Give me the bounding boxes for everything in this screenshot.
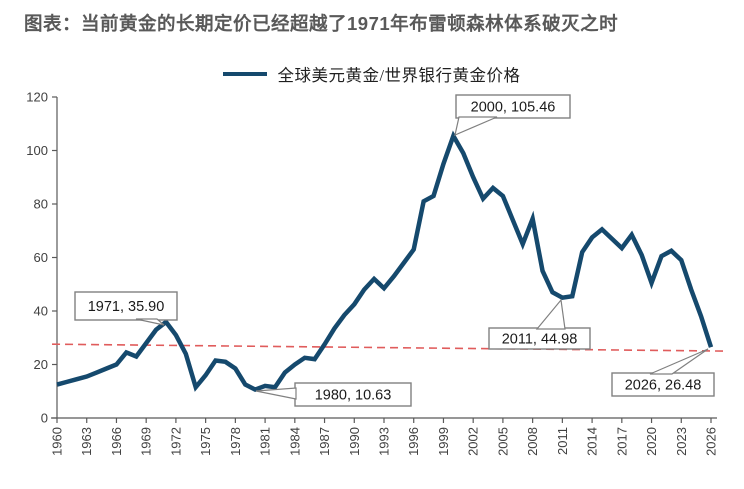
chart-title: 图表：当前黄金的长期定价已经超越了1971年布雷顿森林体系破灭之时	[24, 13, 619, 34]
annotation-callout-pointer	[135, 318, 165, 326]
y-tick-label: 20	[34, 357, 48, 372]
legend-line-swatch	[223, 72, 268, 76]
x-tick-label: 1978	[228, 427, 243, 456]
annotation-callout-pointer	[535, 298, 566, 330]
trend-dashed-line	[52, 343, 728, 352]
x-tick-label: 2014	[585, 427, 600, 456]
x-tick-label: 1969	[139, 427, 154, 456]
y-tick-label: 0	[41, 411, 48, 426]
x-tick-label: 1999	[436, 427, 451, 456]
x-tick-label: 1993	[377, 427, 392, 456]
x-tick-label: 1975	[198, 427, 213, 456]
annotation-callout-box	[455, 94, 571, 119]
price-line	[56, 130, 714, 393]
y-tick-label: 60	[34, 250, 48, 265]
annotation-callout-box	[74, 291, 178, 321]
y-tick-label: 80	[34, 197, 48, 212]
x-tick-label: 2011	[555, 427, 570, 455]
y-tick-label: 100	[26, 143, 48, 158]
annotation-callout-pointer	[454, 116, 498, 137]
legend-series-label: 全球美元黄金/世界银行黄金价格	[277, 66, 521, 85]
x-tick-label: 1966	[109, 427, 124, 456]
x-tick-label: 1963	[79, 427, 94, 456]
x-tick-label: 2005	[495, 427, 510, 456]
x-tick-label: 1996	[406, 427, 421, 456]
x-tick-label: 2002	[466, 427, 481, 456]
y-tick-label: 40	[34, 304, 48, 319]
annotation-label: 2026, 26.48	[625, 378, 702, 394]
x-tick-label: 2017	[614, 427, 629, 456]
chart-legend: 全球美元黄金/世界银行黄金价格	[0, 64, 744, 85]
x-tick-label: 1960	[50, 427, 65, 456]
x-tick-label: 1987	[317, 427, 332, 456]
y-tick-label: 120	[26, 90, 48, 105]
annotation-label: 1971, 35.90	[88, 299, 165, 315]
x-tick-label: 2020	[644, 427, 659, 456]
x-tick-label: 2026	[704, 427, 719, 456]
x-tick-label: 1981	[258, 427, 273, 456]
x-tick-label: 1984	[287, 427, 302, 456]
annotation-callout-pointer	[255, 387, 297, 400]
x-tick-label: 2008	[525, 427, 540, 456]
x-tick-label: 2023	[674, 427, 689, 456]
annotation-label: 2000, 105.46	[471, 100, 556, 116]
annotation-label: 2011, 44.98	[502, 332, 578, 348]
x-tick-label: 1990	[347, 427, 362, 456]
x-tick-label: 1972	[168, 427, 183, 456]
annotation-label: 1980, 10.63	[315, 388, 392, 404]
annotation-callout-pointer	[649, 348, 709, 375]
